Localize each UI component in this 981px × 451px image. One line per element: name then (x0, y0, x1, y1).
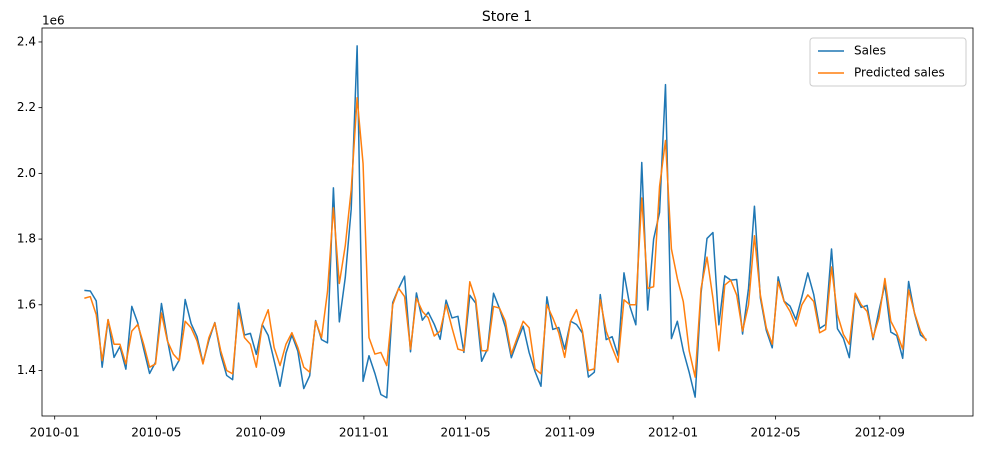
y-tick-label: 2.0 (17, 166, 36, 180)
x-tick-label: 2011-01 (339, 426, 389, 440)
chart-title: Store 1 (482, 9, 532, 25)
x-tick-label: 2010-01 (30, 426, 80, 440)
x-tick-label: 2010-05 (131, 426, 181, 440)
y-tick-label: 2.4 (17, 34, 36, 48)
plot-frame (41, 27, 974, 417)
series-line (84, 97, 928, 378)
x-tick-label: 2010-09 (235, 426, 285, 440)
y-tick-label: 1.6 (17, 297, 36, 311)
series-line (84, 45, 927, 399)
x-tick-label: 2012-09 (855, 426, 905, 440)
x-tick-label: 2011-05 (440, 426, 490, 440)
legend-label: Sales (854, 44, 886, 58)
y-tick-label: 2.2 (17, 100, 36, 114)
legend-box (809, 37, 967, 87)
legend-label: Predicted sales (854, 66, 945, 80)
x-tick-label: 2011-09 (545, 426, 595, 440)
x-tick-label: 2012-05 (751, 426, 801, 440)
y-tick-label: 1.4 (17, 363, 36, 377)
x-tick-label: 2012-01 (648, 426, 698, 440)
y-tick-label: 1.8 (17, 232, 36, 246)
y-offset-label: 1e6 (42, 14, 65, 28)
